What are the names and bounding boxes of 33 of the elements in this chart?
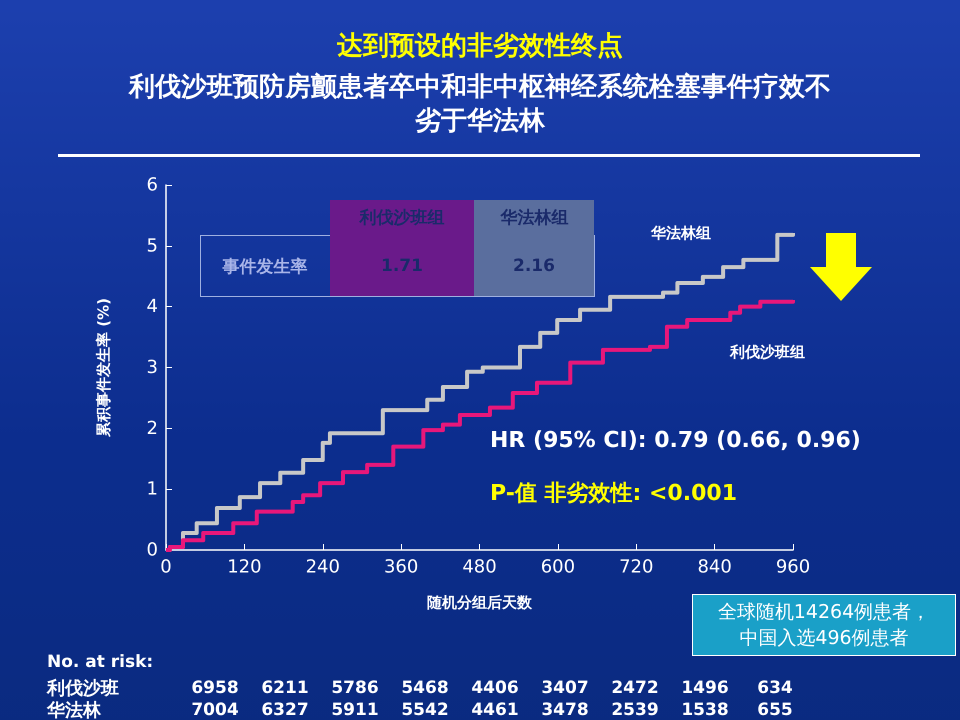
annotation: 1.71: [380, 255, 424, 278]
annotation: P-值 非劣效性: <0.001: [490, 480, 738, 508]
y-tick-label: 5: [146, 235, 158, 256]
x-tick-label: 840: [697, 556, 732, 578]
x-axis-title: 随机分组后天数: [427, 594, 533, 612]
y-tick-label: 1: [146, 478, 158, 500]
y-tick-label: 2: [146, 418, 158, 439]
series-label: 华法林组: [650, 224, 711, 242]
x-tick-label: 600: [540, 556, 576, 578]
text: No. at risk:: [47, 652, 154, 672]
text: 华法林组: [500, 208, 568, 228]
text: 利伐沙班 6958 6211 5786 5468 4406 3407 2472 1496 634: [47, 678, 793, 699]
annotation: HR (95% CI): 0.79 (0.66, 0.96): [490, 428, 861, 453]
y-tick-label: 4: [146, 296, 158, 318]
text: 利伐沙班组: [360, 208, 444, 228]
y-tick-label: 3: [146, 357, 158, 378]
annotation: 事件发生率: [222, 256, 308, 278]
series-label: 利伐沙班组: [729, 342, 805, 361]
text: 华法林 7004 6327 5911 5542 4461 3478 2539 1538 655: [47, 700, 793, 720]
x-tick-label: 0: [160, 556, 172, 578]
y-axis-title: 累积事件发生率 (%): [94, 298, 112, 438]
chart-subtitle: 利伐沙班预防房颤患者卒中和非中枢神经系统栓塞事件疗效不劣于华法林: [127, 71, 832, 138]
y-tick-label: 6: [146, 174, 158, 196]
x-tick-label: 480: [462, 556, 497, 578]
x-tick-label: 720: [619, 556, 654, 578]
chart-title: 达到预设的非劣效性终点: [336, 31, 623, 61]
y-tick-label: 0: [146, 540, 158, 560]
x-tick-label: 360: [384, 556, 418, 578]
annotation: 2.16: [512, 255, 556, 278]
x-tick-label: 240: [306, 556, 340, 578]
x-tick-label: 960: [776, 556, 810, 578]
text: 全球随机14264例患者，中国入选496例患者: [692, 594, 956, 656]
x-tick-label: 120: [227, 556, 262, 578]
